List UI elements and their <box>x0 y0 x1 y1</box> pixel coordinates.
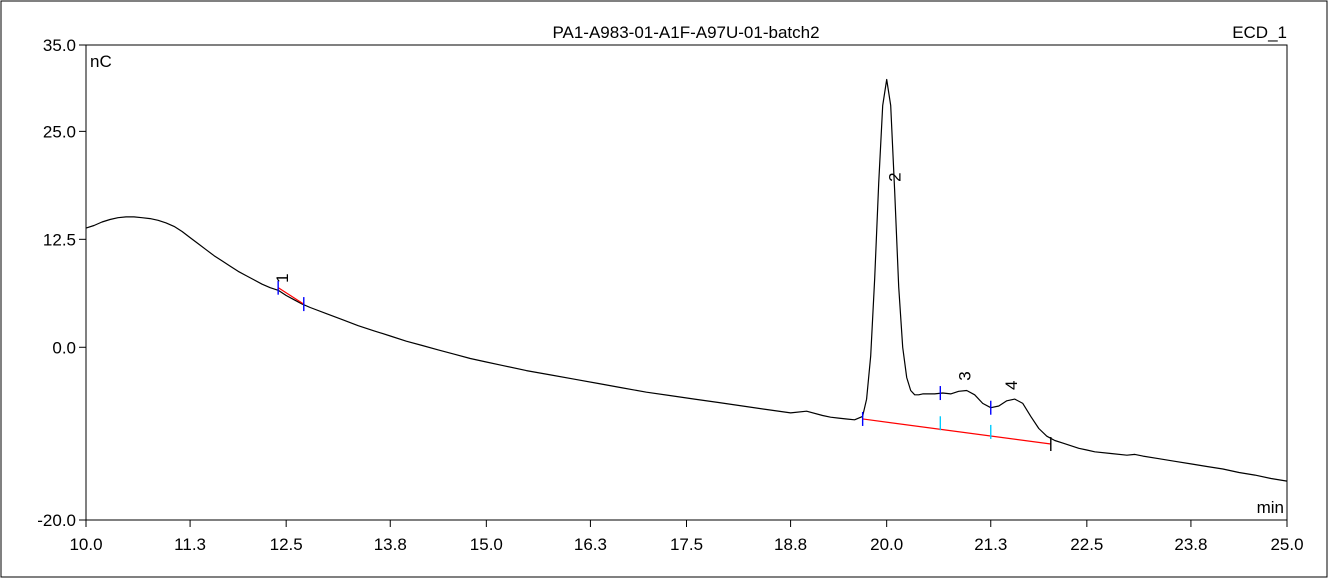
peak-label: 2 <box>886 172 905 181</box>
integration-baseline <box>277 287 305 305</box>
x-tick-label: 23.8 <box>1174 535 1207 554</box>
y-tick-label: 0.0 <box>52 338 76 357</box>
y-axis-unit-label: nC <box>90 52 112 71</box>
x-tick-label: 16.3 <box>574 535 607 554</box>
x-axis: 10.0 11.3 12.5 13.8 15.0 16.3 17.5 18.8 20.0 21.3… <box>69 520 1304 554</box>
peak-label: 3 <box>955 371 974 380</box>
y-tick-label: -20.0 <box>37 511 76 530</box>
x-tick-label: 10.0 <box>69 535 102 554</box>
x-tick-label: 22.5 <box>1070 535 1103 554</box>
peak-label: 1 <box>273 273 292 282</box>
baseline-layer <box>277 287 1051 445</box>
y-tick-label: 25.0 <box>43 122 76 141</box>
y-axis: 35.0 25.0 12.5 0.0 -20.0 <box>37 36 86 530</box>
x-tick-label: 15.0 <box>470 535 503 554</box>
x-axis-unit-label: min <box>1257 498 1284 517</box>
channel-label: ECD_1 <box>1232 23 1287 42</box>
peak-label: 4 <box>1002 380 1021 389</box>
y-tick-label: 12.5 <box>43 230 76 249</box>
y-tick-label: 35.0 <box>43 36 76 55</box>
x-tick-label: 11.3 <box>174 535 206 554</box>
x-tick-label: 18.8 <box>774 535 807 554</box>
x-tick-label: 25.0 <box>1270 535 1303 554</box>
x-tick-label: 13.8 <box>374 535 407 554</box>
peak-label-layer: 1 2 3 4 <box>273 172 1021 390</box>
chart-title: PA1-A983-01-A1F-A97U-01-batch2 <box>552 23 819 42</box>
x-tick-label: 21.3 <box>974 535 1007 554</box>
x-tick-label: 20.0 <box>870 535 903 554</box>
integration-baseline <box>862 418 1051 445</box>
x-tick-label: 12.5 <box>270 535 303 554</box>
marker-layer <box>277 280 1052 451</box>
x-tick-label: 17.5 <box>670 535 703 554</box>
